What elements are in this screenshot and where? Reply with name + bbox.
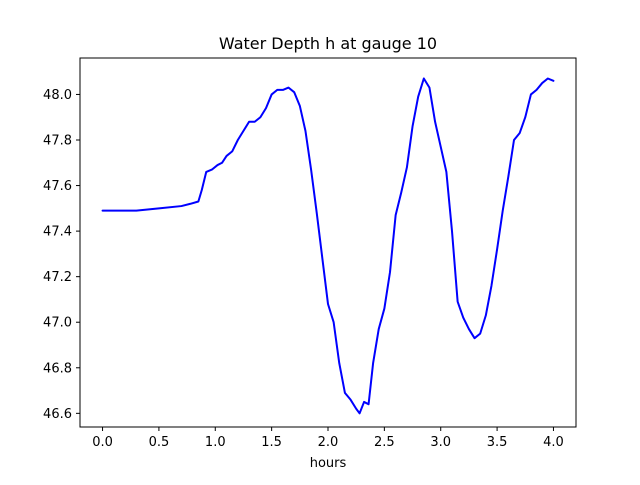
x-tick-label: 1.0 xyxy=(205,435,226,450)
y-tick-label: 46.6 xyxy=(43,407,72,422)
x-axis-label: hours xyxy=(310,456,347,471)
plot-area xyxy=(101,77,555,415)
y-tick-label: 47.6 xyxy=(43,179,72,194)
x-tick-label: 4.0 xyxy=(543,435,564,450)
series-line-0 xyxy=(101,77,555,415)
x-tick-label: 3.0 xyxy=(430,435,451,450)
y-tick-label: 47.2 xyxy=(43,270,72,285)
x-tick-label: 0.0 xyxy=(92,435,113,450)
x-tick-label: 2.0 xyxy=(318,435,339,450)
axes: 0.0 0.5 1.0 1.5 2.0 2.5 3.0 3.5 4.0 46.6 46.8 47.0 4… xyxy=(43,57,577,450)
x-tick-label: 3.5 xyxy=(487,435,508,450)
x-tick-label: 1.5 xyxy=(261,435,282,450)
y-tick-label: 47.8 xyxy=(43,134,72,149)
y-tick-label: 46.8 xyxy=(43,361,72,376)
y-tick-label: 47.4 xyxy=(43,225,72,240)
y-tick-label: 47.0 xyxy=(43,316,72,331)
x-tick-label: 2.5 xyxy=(374,435,395,450)
x-tick-label: 0.5 xyxy=(149,435,170,450)
axes-frame xyxy=(79,57,577,428)
y-tick-label: 48.0 xyxy=(43,88,72,103)
chart-title: Water Depth h at gauge 10 xyxy=(219,34,437,53)
